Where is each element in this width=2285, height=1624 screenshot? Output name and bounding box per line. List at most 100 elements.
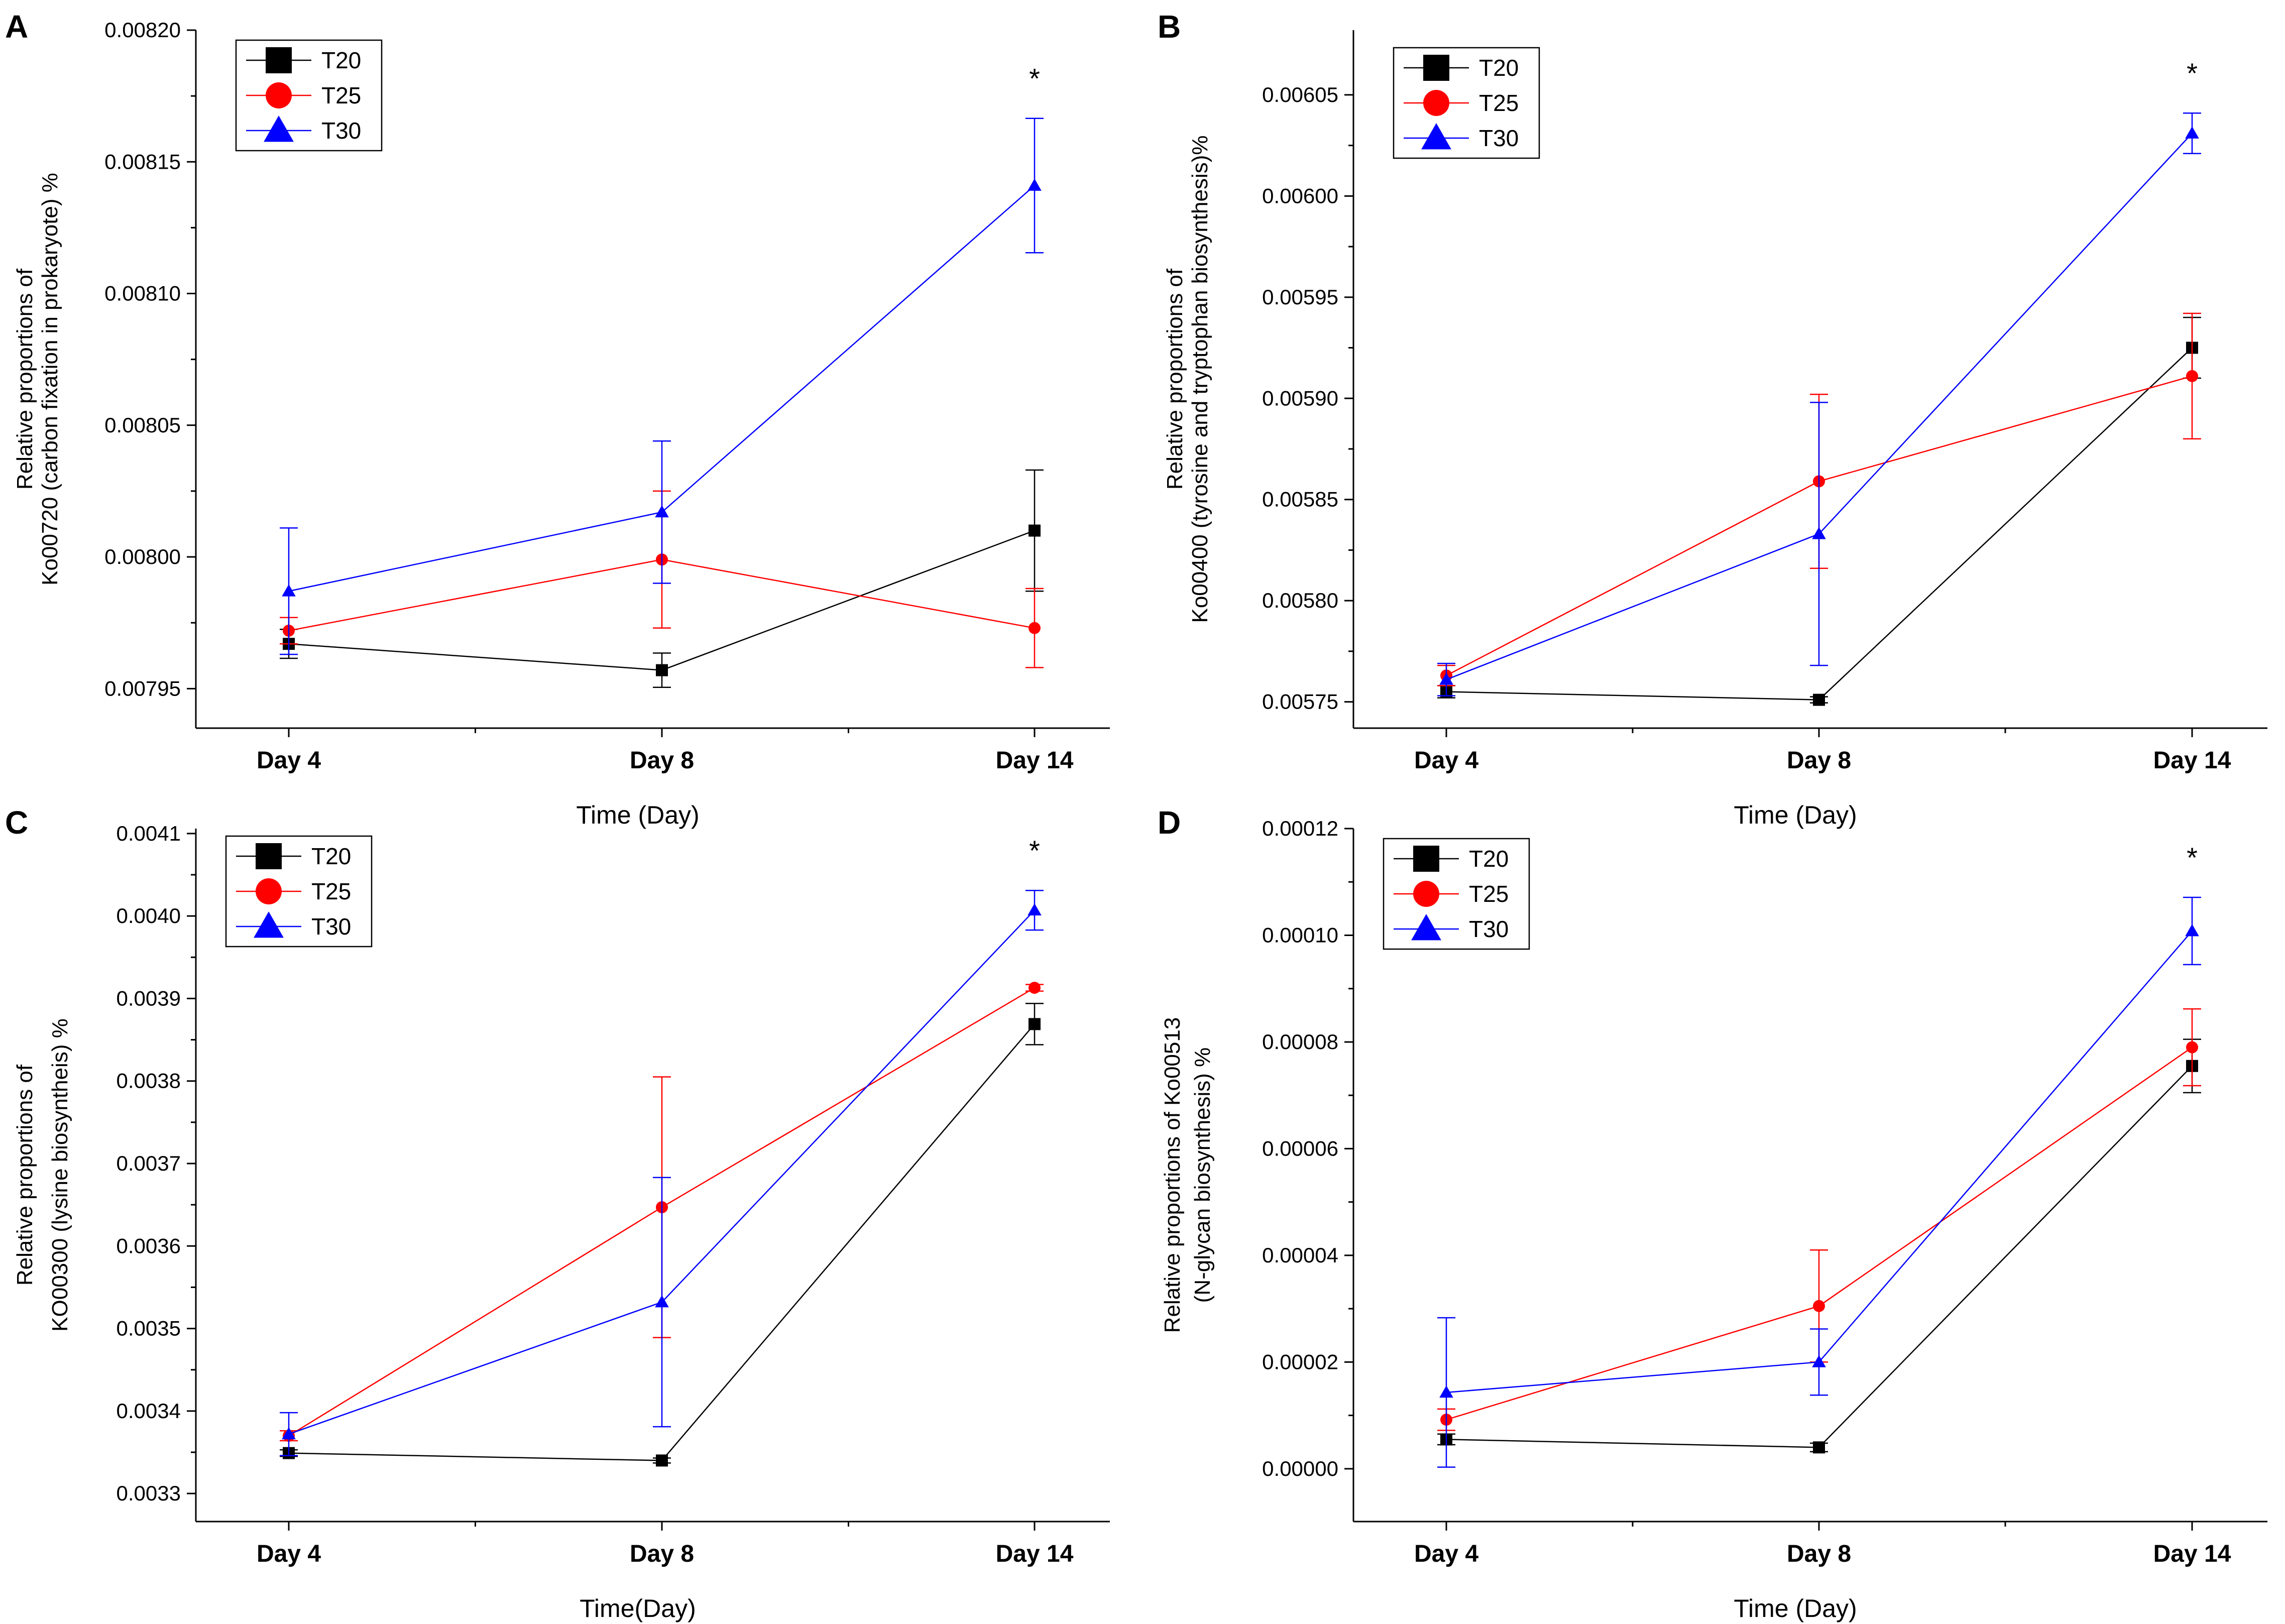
data-point (1813, 1300, 1825, 1312)
panel-letter: C (5, 804, 28, 841)
y-tick-label: 0.00590 (1262, 386, 1338, 410)
legend-label: T25 (321, 82, 361, 108)
x-tick-label: Day 8 (1787, 1541, 1851, 1567)
y-tick-label: 0.0033 (117, 1481, 181, 1505)
legend-marker (1411, 914, 1441, 941)
y-tick-label: 0.0035 (117, 1317, 181, 1340)
data-point (1027, 178, 1042, 191)
legend-marker (1421, 123, 1451, 150)
legend-marker (256, 843, 282, 869)
data-point (1812, 527, 1826, 539)
panel-c: C 0.0033 0.0034 0.0035 0.0036 0.0037 0.0038 0.0… (5, 804, 1110, 1622)
data-point (1029, 982, 1041, 994)
x-axis-label: Time (Day) (1734, 801, 1857, 829)
y-axis-label: Relative proportions of Ko00513 (1160, 1017, 1185, 1333)
y-tick-label: 0.00006 (1262, 1136, 1338, 1160)
x-tick-label: Day 14 (996, 1541, 1074, 1567)
y-tick-label: 0.00008 (1262, 1030, 1338, 1054)
y-tick-label: 0.00595 (1262, 285, 1338, 309)
legend-label: T25 (311, 878, 351, 904)
x-axis-label: Time (Day) (576, 801, 699, 829)
y-axis-label: Relative proportions of (1163, 268, 1187, 490)
data-point (1029, 622, 1041, 634)
y-axis-label: Relative proportions of (13, 1064, 37, 1286)
series-t20 (280, 1003, 1044, 1467)
y-tick-label: 0.00815 (104, 150, 181, 173)
y-tick-label: 0.00805 (104, 413, 181, 437)
x-tick-label: Day 4 (257, 747, 321, 774)
y-tick-label: 0.00012 (1262, 817, 1338, 840)
data-point (655, 1295, 669, 1308)
x-tick-label: Day 8 (630, 1541, 694, 1567)
legend-label: T30 (311, 913, 351, 940)
panel-d: D 0.00000 0.00002 0.00004 0.00006 0.00008 0.00… (1158, 804, 2267, 1622)
y-axis-label: (N-glycan biosynthesis) % (1190, 1048, 1215, 1303)
x-tick-label: Day 4 (1414, 747, 1478, 774)
panel-b: B 0.00575 0.00580 0.00585 0.00590 0.00595 0.00… (1158, 9, 2267, 829)
y-tick-label: 0.0034 (117, 1399, 181, 1423)
legend-label: T20 (321, 47, 361, 73)
y-tick-label: 0.00795 (104, 676, 181, 700)
x-axis-label: Time (Day) (1734, 1594, 1857, 1622)
data-point (282, 1427, 296, 1440)
y-tick-label: 0.00580 (1262, 589, 1338, 612)
data-point (2185, 126, 2199, 139)
x-tick-label: Day 14 (2153, 1541, 2231, 1567)
series-t30 (280, 118, 1044, 655)
y-tick-label: 0.00800 (104, 545, 181, 568)
y-tick-label: 0.00810 (104, 282, 181, 305)
panel-letter: A (5, 9, 28, 45)
data-point (2186, 370, 2198, 382)
y-tick-label: 0.00575 (1262, 690, 1338, 714)
series-t30 (1437, 896, 2201, 1468)
legend-label: T20 (1469, 846, 1509, 872)
x-tick-label: Day 14 (2153, 747, 2231, 774)
y-tick-label: 0.0038 (117, 1069, 181, 1093)
y-tick-label: 0.00600 (1262, 184, 1338, 207)
panel-a: A 0.00795 0.00800 0.00805 0.00810 0.00815 0.00… (5, 9, 1110, 829)
data-point (1027, 903, 1042, 915)
legend-label: T25 (1479, 90, 1519, 116)
legend-label: T30 (1479, 125, 1519, 151)
legend-marker (1413, 846, 1439, 872)
y-tick-label: 0.00004 (1262, 1243, 1338, 1267)
significance-marker: * (2187, 57, 2198, 89)
series-t30 (280, 889, 1044, 1456)
y-tick-label: 0.0041 (117, 822, 181, 845)
significance-marker: * (2187, 842, 2198, 873)
data-point (2185, 924, 2199, 937)
legend-marker (1413, 881, 1439, 907)
panel-letter: D (1158, 804, 1181, 841)
legend-marker (266, 82, 292, 108)
data-point (1439, 1385, 1453, 1398)
x-tick-label: Day 8 (1787, 747, 1851, 774)
y-tick-label: 0.00585 (1262, 488, 1338, 511)
y-tick-label: 0.0036 (117, 1234, 181, 1257)
legend-label: T30 (321, 118, 361, 144)
x-tick-label: Day 14 (996, 747, 1074, 774)
legend-marker (1423, 55, 1449, 81)
data-point (656, 1454, 668, 1467)
y-axis-label: KO00300 (lysine biosyntheis) % (48, 1018, 72, 1332)
y-tick-label: 0.00010 (1262, 923, 1338, 947)
y-tick-label: 0.0037 (117, 1151, 181, 1175)
significance-marker: * (1029, 63, 1040, 94)
data-point (1813, 1441, 1825, 1454)
legend-marker (254, 911, 284, 938)
x-tick-label: Day 4 (257, 1541, 321, 1567)
data-point (282, 584, 296, 597)
x-tick-label: Day 4 (1414, 1541, 1478, 1567)
data-point (655, 505, 669, 518)
legend-marker (264, 115, 294, 142)
data-point (1813, 693, 1825, 706)
legend-label: T30 (1469, 916, 1509, 942)
y-tick-label: 0.0040 (117, 904, 181, 927)
legend-marker (1423, 90, 1449, 116)
x-tick-label: Day 8 (630, 747, 694, 774)
y-tick-label: 0.00605 (1262, 83, 1338, 106)
y-tick-label: 0.00820 (104, 18, 181, 42)
x-axis-label: Time(Day) (580, 1594, 696, 1622)
y-tick-label: 0.0039 (117, 986, 181, 1010)
